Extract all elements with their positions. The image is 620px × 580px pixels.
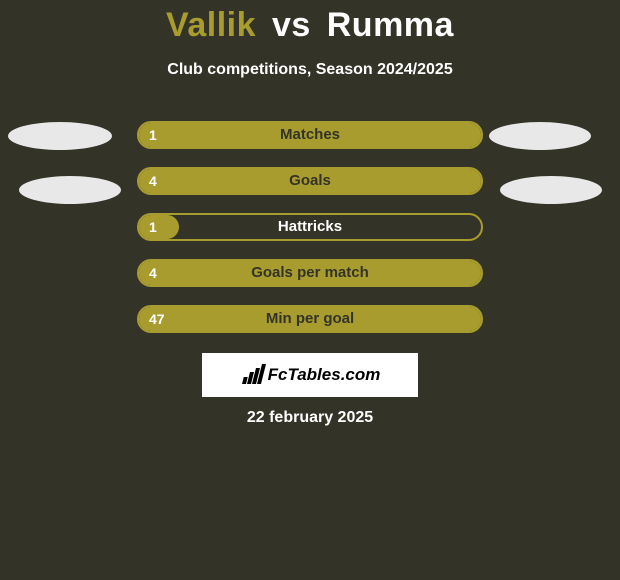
page-title: Vallik vs Rumma bbox=[0, 0, 620, 45]
stat-row: 47Min per goal bbox=[0, 305, 620, 333]
stat-row: 4Goals per match bbox=[0, 259, 620, 287]
fctables-badge[interactable]: FcTables.com bbox=[202, 353, 418, 397]
bar-label: Hattricks bbox=[137, 213, 483, 241]
decorative-ellipse bbox=[500, 176, 602, 204]
comparison-card: Vallik vs Rumma Club competitions, Seaso… bbox=[0, 0, 620, 580]
stat-row: 1Hattricks bbox=[0, 213, 620, 241]
bar-label: Matches bbox=[137, 121, 483, 149]
decorative-ellipse bbox=[19, 176, 121, 204]
decorative-ellipse bbox=[8, 122, 112, 150]
decorative-ellipse bbox=[489, 122, 591, 150]
date-label: 22 february 2025 bbox=[0, 409, 620, 427]
bar-label: Min per goal bbox=[137, 305, 483, 333]
subtitle: Club competitions, Season 2024/2025 bbox=[0, 61, 620, 79]
bar-label: Goals per match bbox=[137, 259, 483, 287]
title-player1: Vallik bbox=[166, 6, 256, 44]
chart-icon bbox=[240, 364, 266, 386]
title-vs: vs bbox=[272, 6, 311, 44]
badge-text: FcTables.com bbox=[268, 365, 381, 385]
title-player2: Rumma bbox=[327, 6, 454, 44]
stats-block: 1Matches4Goals1Hattricks4Goals per match… bbox=[0, 121, 620, 333]
bar-label: Goals bbox=[137, 167, 483, 195]
